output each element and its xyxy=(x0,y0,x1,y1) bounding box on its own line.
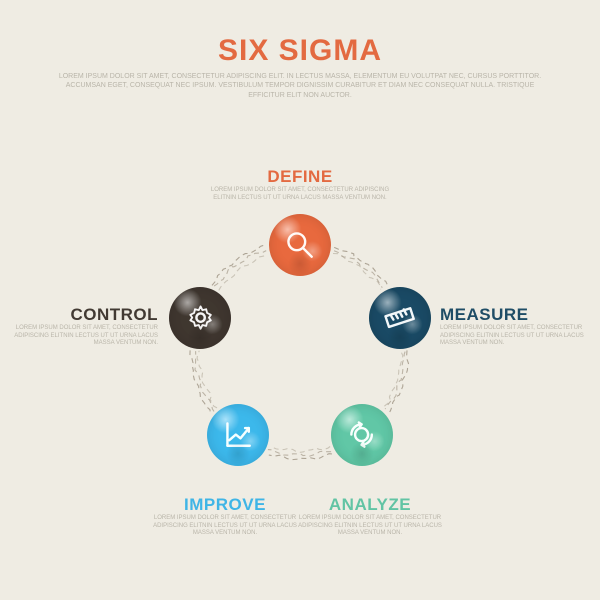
globe-arrows-icon xyxy=(343,416,380,453)
analyze-description: LOREM IPSUM DOLOR SIT AMET, CONSECTETUR … xyxy=(295,515,445,538)
analyze-node xyxy=(331,404,393,466)
control-description: LOREM IPSUM DOLOR SIT AMET, CONSECTETUR … xyxy=(13,325,158,348)
analyze-label: ANALYZE xyxy=(329,495,411,515)
chart-up-icon xyxy=(220,416,257,453)
ruler-icon xyxy=(381,299,418,336)
control-node xyxy=(169,287,231,349)
six-sigma-cycle-diagram: DEFINELOREM IPSUM DOLOR SIT AMET, CONSEC… xyxy=(0,135,600,555)
measure-label: MEASURE xyxy=(440,305,529,325)
define-description: LOREM IPSUM DOLOR SIT AMET, CONSECTETUR … xyxy=(210,187,390,202)
measure-node xyxy=(369,287,431,349)
define-node xyxy=(269,214,331,276)
improve-node xyxy=(207,404,269,466)
gear-icon xyxy=(182,299,219,336)
improve-description: LOREM IPSUM DOLOR SIT AMET, CONSECTETUR … xyxy=(150,515,300,538)
improve-label: IMPROVE xyxy=(184,495,266,515)
page-subtitle: LOREM IPSUM DOLOR SIT AMET, CONSECTETUR … xyxy=(0,68,600,100)
page-title: SIX SIGMA xyxy=(0,0,600,68)
define-label: DEFINE xyxy=(267,167,332,187)
control-label: CONTROL xyxy=(70,305,158,325)
magnifier-icon xyxy=(281,226,318,263)
measure-description: LOREM IPSUM DOLOR SIT AMET, CONSECTETUR … xyxy=(440,325,585,348)
